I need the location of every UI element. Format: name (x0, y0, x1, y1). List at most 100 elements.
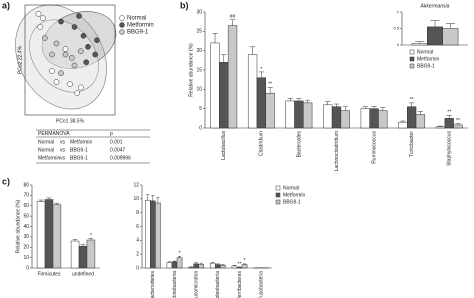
error-bar (80, 244, 86, 247)
annotation: ** (410, 97, 414, 103)
table-cell: Normal (38, 139, 54, 145)
bar (369, 108, 379, 129)
y-tick-label: 60 (23, 203, 29, 209)
point (58, 18, 64, 25)
point (49, 51, 55, 58)
legend-label: Metformin (417, 56, 439, 62)
annotation: * (260, 66, 262, 72)
panel-label: a) (2, 0, 10, 10)
table-cell: 0.0047 (110, 147, 126, 153)
legend-swatch (119, 29, 125, 35)
bar (70, 240, 80, 269)
error-bar (409, 102, 415, 107)
bar (44, 199, 54, 269)
point (49, 68, 55, 74)
bar (340, 110, 350, 129)
bar (36, 201, 46, 269)
error-bar (221, 54, 227, 63)
bar (407, 106, 417, 129)
point (77, 48, 84, 55)
point (94, 37, 100, 44)
legend-swatch (275, 185, 281, 191)
bar (219, 62, 229, 129)
point (62, 46, 69, 52)
error-bar (211, 262, 215, 264)
point (58, 70, 64, 77)
legend-swatch (409, 49, 415, 55)
legend-label: Normal (417, 49, 433, 55)
y-tick-label: 12 (133, 182, 139, 188)
error-bar (189, 266, 193, 268)
bar (176, 257, 183, 269)
point (74, 90, 81, 96)
annotation: * (179, 251, 181, 257)
bar (398, 121, 408, 129)
point (83, 59, 90, 66)
bar (215, 264, 221, 269)
x-tick-label: Ruminococcus (371, 131, 377, 164)
y-axis-label: PCo2 22.4% (17, 45, 23, 74)
x-tick-label: Bacteroides (296, 131, 302, 158)
bar (247, 54, 258, 129)
legend-label: BBG9-1 (417, 63, 435, 69)
bar (227, 25, 238, 129)
error-bar (325, 101, 331, 105)
y-tick-label: 6 (136, 224, 139, 230)
y-tick-label: 50 (23, 213, 29, 219)
y-tick-label: 30 (23, 234, 29, 240)
point (53, 79, 60, 85)
bar (188, 267, 194, 269)
axis (141, 185, 272, 269)
error-bar (156, 197, 160, 203)
table-header: p (110, 131, 113, 137)
y-tick-label: 25 (196, 29, 202, 35)
x-tick-label: Lachnoclostridium (334, 131, 340, 171)
bar (210, 262, 216, 269)
error-bar (216, 263, 220, 265)
point (92, 51, 99, 58)
y-tick-label: 4 (136, 238, 139, 244)
table-cell: BBG9-1 (70, 155, 88, 161)
error-bar (417, 111, 424, 115)
legend-label: BBG9-1 (127, 30, 149, 36)
bar (453, 124, 463, 129)
error-bar (221, 264, 225, 266)
bar (285, 100, 295, 129)
legend-swatch (275, 192, 281, 198)
y-tick-label: 70 (23, 193, 29, 199)
bar (198, 264, 204, 269)
legend-label: Normal (127, 16, 146, 22)
error-bar (437, 125, 444, 127)
bar (415, 114, 426, 129)
error-bar (380, 107, 386, 111)
error-bar (72, 239, 78, 242)
x-tick-label: Turicibacter (409, 131, 415, 157)
y-tick-label: 1 (397, 9, 400, 14)
y-tick-label: 10 (23, 255, 29, 261)
point (71, 24, 78, 30)
error-bar (400, 120, 406, 123)
bar (236, 267, 243, 269)
annotation: ** (238, 261, 242, 267)
point (80, 32, 87, 39)
error-bar (167, 261, 171, 263)
point (37, 24, 44, 30)
table-cell: 0.001 (110, 139, 123, 145)
error-bar (296, 98, 302, 101)
point (67, 81, 73, 88)
x-tick-label: Staphylococcus (447, 131, 453, 167)
x-tick-label: Bacteroidetes (150, 271, 156, 298)
error-bar (194, 262, 198, 264)
bar (294, 100, 304, 129)
y-tick-label: 0 (397, 42, 400, 47)
panel-label: c) (2, 176, 10, 186)
y-tick-label: 0 (136, 265, 139, 271)
error-bar (258, 71, 264, 78)
bar (378, 110, 388, 129)
table-cell: Metformin (38, 155, 60, 161)
y-tick-label: 2 (136, 251, 139, 257)
point (62, 51, 69, 58)
error-bar (371, 106, 377, 109)
error-bar (88, 238, 94, 240)
